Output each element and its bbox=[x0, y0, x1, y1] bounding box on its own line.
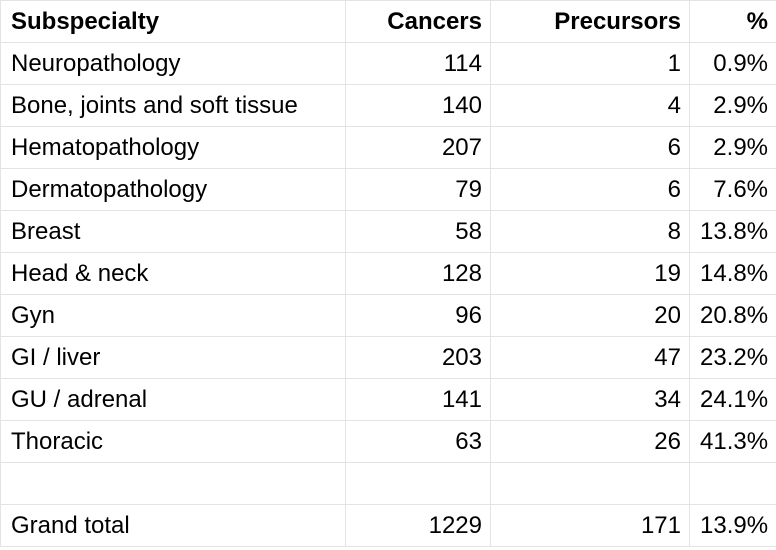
cell-precursors[interactable]: 6 bbox=[490, 168, 690, 211]
cell-precursors[interactable]: 4 bbox=[490, 84, 690, 127]
empty-cell[interactable] bbox=[345, 462, 491, 505]
cell-cancers[interactable]: 114 bbox=[345, 42, 491, 85]
cell-percent[interactable]: 14.8% bbox=[689, 252, 776, 295]
header-percent[interactable]: % bbox=[689, 0, 776, 43]
cell-precursors[interactable]: 8 bbox=[490, 210, 690, 253]
cell-percent[interactable]: 20.8% bbox=[689, 294, 776, 337]
cell-percent[interactable]: 23.2% bbox=[689, 336, 776, 379]
empty-cell[interactable] bbox=[0, 462, 346, 505]
cell-subspecialty[interactable]: Bone, joints and soft tissue bbox=[0, 84, 346, 127]
table-row: Breast 58 8 13.8% bbox=[0, 210, 776, 253]
table-row: Head & neck 128 19 14.8% bbox=[0, 252, 776, 295]
header-precursors[interactable]: Precursors bbox=[490, 0, 690, 43]
table-row: Bone, joints and soft tissue 140 4 2.9% bbox=[0, 84, 776, 127]
table-row: GI / liver 203 47 23.2% bbox=[0, 336, 776, 379]
table-row: GU / adrenal 141 34 24.1% bbox=[0, 378, 776, 421]
cell-subspecialty[interactable]: Neuropathology bbox=[0, 42, 346, 85]
table-row: Gyn 96 20 20.8% bbox=[0, 294, 776, 337]
cell-percent[interactable]: 2.9% bbox=[689, 126, 776, 169]
cell-cancers[interactable]: 203 bbox=[345, 336, 491, 379]
header-subspecialty[interactable]: Subspecialty bbox=[0, 0, 346, 43]
empty-cell[interactable] bbox=[490, 462, 690, 505]
cell-cancers[interactable]: 63 bbox=[345, 420, 491, 463]
cell-precursors[interactable]: 1 bbox=[490, 42, 690, 85]
cell-subspecialty[interactable]: Breast bbox=[0, 210, 346, 253]
header-row: Subspecialty Cancers Precursors % bbox=[0, 0, 776, 43]
header-cancers[interactable]: Cancers bbox=[345, 0, 491, 43]
cell-subspecialty[interactable]: Hematopathology bbox=[0, 126, 346, 169]
cell-subspecialty[interactable]: GI / liver bbox=[0, 336, 346, 379]
cell-cancers[interactable]: 128 bbox=[345, 252, 491, 295]
total-label-cell[interactable]: Grand total bbox=[0, 504, 346, 547]
cell-cancers[interactable]: 207 bbox=[345, 126, 491, 169]
cell-precursors[interactable]: 26 bbox=[490, 420, 690, 463]
grand-total-row: Grand total 1229 171 13.9% bbox=[0, 504, 776, 547]
cell-cancers[interactable]: 141 bbox=[345, 378, 491, 421]
empty-cell[interactable] bbox=[689, 462, 776, 505]
table-row: Thoracic 63 26 41.3% bbox=[0, 420, 776, 463]
cell-precursors[interactable]: 47 bbox=[490, 336, 690, 379]
cell-subspecialty[interactable]: Gyn bbox=[0, 294, 346, 337]
cell-subspecialty[interactable]: Dermatopathology bbox=[0, 168, 346, 211]
total-precursors-cell[interactable]: 171 bbox=[490, 504, 690, 547]
cell-precursors[interactable]: 19 bbox=[490, 252, 690, 295]
cell-percent[interactable]: 24.1% bbox=[689, 378, 776, 421]
table-row: Hematopathology 207 6 2.9% bbox=[0, 126, 776, 169]
cell-subspecialty[interactable]: Thoracic bbox=[0, 420, 346, 463]
cell-precursors[interactable]: 20 bbox=[490, 294, 690, 337]
cell-percent[interactable]: 0.9% bbox=[689, 42, 776, 85]
cell-cancers[interactable]: 140 bbox=[345, 84, 491, 127]
total-cancers-cell[interactable]: 1229 bbox=[345, 504, 491, 547]
cell-percent[interactable]: 2.9% bbox=[689, 84, 776, 127]
cell-percent[interactable]: 41.3% bbox=[689, 420, 776, 463]
empty-row bbox=[0, 462, 776, 505]
cell-percent[interactable]: 7.6% bbox=[689, 168, 776, 211]
cell-precursors[interactable]: 34 bbox=[490, 378, 690, 421]
total-percent-cell[interactable]: 13.9% bbox=[689, 504, 776, 547]
cell-cancers[interactable]: 79 bbox=[345, 168, 491, 211]
cell-subspecialty[interactable]: Head & neck bbox=[0, 252, 346, 295]
table-row: Neuropathology 114 1 0.9% bbox=[0, 42, 776, 85]
cell-cancers[interactable]: 58 bbox=[345, 210, 491, 253]
cell-percent[interactable]: 13.8% bbox=[689, 210, 776, 253]
cell-cancers[interactable]: 96 bbox=[345, 294, 491, 337]
cell-subspecialty[interactable]: GU / adrenal bbox=[0, 378, 346, 421]
table-row: Dermatopathology 79 6 7.6% bbox=[0, 168, 776, 211]
cell-precursors[interactable]: 6 bbox=[490, 126, 690, 169]
